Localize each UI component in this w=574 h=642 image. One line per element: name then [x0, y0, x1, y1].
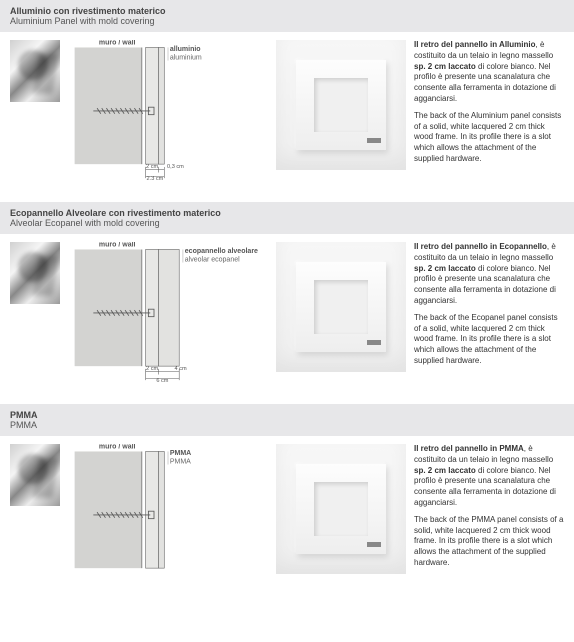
cross-section-diagram: muro / wall PMMA PMMA: [68, 444, 268, 584]
section-row: muro / wall ecopannello alveolare alveol…: [0, 234, 574, 386]
section-title-it: Ecopannello Alveolare con rivestimento m…: [10, 208, 564, 218]
artwork-thumbnail: [10, 444, 60, 506]
section: Ecopannello Alveolare con rivestimento m…: [0, 202, 574, 386]
product-photo: [276, 444, 406, 574]
svg-text:ecopannello alveolare: ecopannello alveolare: [185, 248, 258, 255]
section-title-it: PMMA: [10, 410, 564, 420]
artwork-thumbnail: [10, 40, 60, 102]
desc-italian: Il retro del pannello in PMMA, è costitu…: [414, 444, 564, 509]
section-header: Alluminio con rivestimento materico Alum…: [0, 0, 574, 32]
section-header: Ecopannello Alveolare con rivestimento m…: [0, 202, 574, 234]
svg-text:alveolar ecopanel: alveolar ecopanel: [185, 257, 240, 264]
svg-text:0,3 cm: 0,3 cm: [167, 164, 184, 170]
section-row: muro / wall PMMA PMMA Il retro del panne…: [0, 436, 574, 588]
section: Alluminio con rivestimento materico Alum…: [0, 0, 574, 184]
frame-outer: [296, 262, 386, 352]
brand-tag: [367, 138, 381, 143]
section-row: muro / wall alluminio aluminium 2 cm 0,3…: [0, 32, 574, 184]
svg-text:4 cm: 4 cm: [175, 366, 187, 372]
svg-text:alluminio: alluminio: [170, 46, 201, 53]
description: Il retro del pannello in Alluminio, è co…: [414, 40, 564, 180]
frame-outer: [296, 464, 386, 554]
svg-text:PMMA: PMMA: [170, 459, 191, 466]
desc-italian: Il retro del pannello in Alluminio, è co…: [414, 40, 564, 105]
cross-section-diagram: muro / wall alluminio aluminium 2 cm 0,3…: [68, 40, 268, 180]
desc-english: The back of the PMMA panel consists of a…: [414, 515, 564, 569]
artwork-thumbnail: [10, 242, 60, 304]
section-title-en: Aluminium Panel with mold covering: [10, 16, 564, 26]
frame-inner: [314, 280, 368, 334]
section: PMMA PMMA muro / wall PMMA: [0, 404, 574, 588]
section-header: PMMA PMMA: [0, 404, 574, 436]
svg-text:muro / wall: muro / wall: [99, 242, 136, 249]
svg-text:PMMA: PMMA: [170, 450, 191, 457]
section-title-en: PMMA: [10, 420, 564, 430]
section-title-en: Alveolar Ecopanel with mold covering: [10, 218, 564, 228]
description: Il retro del pannello in Ecopannello, è …: [414, 242, 564, 382]
frame-outer: [296, 60, 386, 150]
product-photo: [276, 242, 406, 372]
desc-italian: Il retro del pannello in Ecopannello, è …: [414, 242, 564, 307]
svg-text:2 cm: 2 cm: [146, 164, 158, 170]
svg-text:2 cm: 2 cm: [146, 366, 158, 372]
cross-section-diagram: muro / wall ecopannello alveolare alveol…: [68, 242, 268, 382]
svg-text:muro / wall: muro / wall: [99, 444, 136, 451]
svg-text:2,3 cm: 2,3 cm: [147, 176, 164, 180]
frame-inner: [314, 78, 368, 132]
svg-text:6 cm: 6 cm: [156, 378, 168, 382]
desc-english: The back of the Aluminium panel consists…: [414, 111, 564, 165]
section-title-it: Alluminio con rivestimento materico: [10, 6, 564, 16]
brand-tag: [367, 542, 381, 547]
svg-text:aluminium: aluminium: [170, 55, 202, 62]
desc-english: The back of the Ecopanel panel consists …: [414, 313, 564, 367]
product-photo: [276, 40, 406, 170]
frame-inner: [314, 482, 368, 536]
description: Il retro del pannello in PMMA, è costitu…: [414, 444, 564, 584]
svg-text:muro / wall: muro / wall: [99, 40, 136, 47]
brand-tag: [367, 340, 381, 345]
